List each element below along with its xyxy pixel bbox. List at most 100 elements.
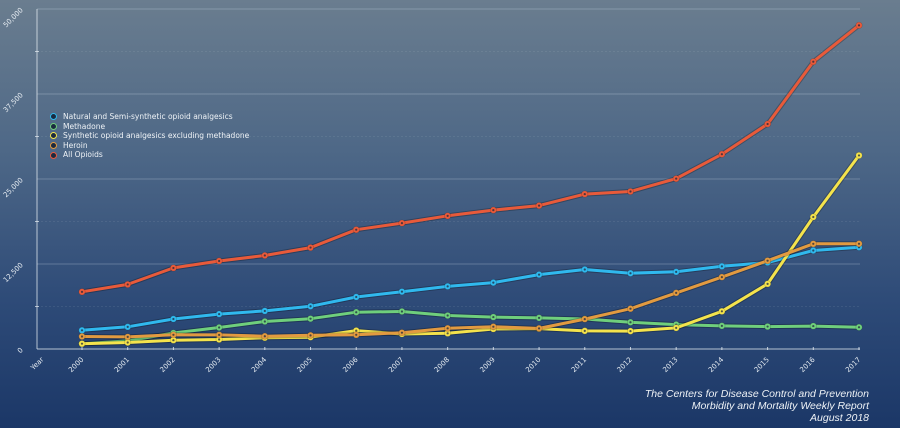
series-line: [81, 310, 860, 346]
legend-item[interactable]: All Opioids: [50, 150, 249, 160]
data-point-center: [446, 332, 449, 335]
data-point-center: [720, 324, 723, 327]
data-point-center: [537, 273, 541, 276]
data-point-center: [766, 325, 769, 328]
data-point-center: [720, 310, 723, 313]
x-tick-label: 2002: [159, 356, 177, 374]
data-point-center: [675, 177, 678, 180]
x-tick-label: 2005: [296, 356, 314, 374]
data-point-center: [355, 228, 358, 231]
x-tick-label: 2000: [67, 356, 85, 374]
data-point-center: [492, 325, 495, 328]
y-tick-label: 37,500: [2, 91, 25, 114]
data-point-center: [172, 266, 175, 270]
x-tick-label: 2015: [753, 356, 771, 374]
x-tick-labels: Year 2000 2001 2002 2003 2004 2005 2006 2007 2008…: [29, 355, 863, 374]
data-point-center: [583, 318, 586, 321]
data-point-center: [126, 325, 129, 328]
data-point-center: [812, 324, 815, 328]
data-point-center: [492, 315, 495, 319]
y-tick-label: 25,000: [2, 176, 25, 199]
legend-marker-icon: [50, 113, 57, 121]
y-tick-labels: 0 12,500 25,000 37,500 50,000: [2, 6, 25, 355]
data-point-center: [720, 265, 723, 268]
series: [78, 240, 863, 341]
series-line: [81, 242, 860, 339]
x-tick-label: 2003: [204, 356, 222, 374]
legend-item[interactable]: Methadone: [50, 122, 249, 132]
x-tick-label: 2011: [570, 356, 588, 374]
data-point-center: [629, 190, 632, 193]
series: [78, 21, 863, 296]
x-tick-label: 2009: [479, 356, 497, 374]
data-point-center: [80, 342, 84, 345]
data-point-center: [400, 331, 404, 334]
data-point-center: [537, 327, 541, 330]
data-point-center: [218, 326, 221, 329]
data-point-center: [172, 339, 175, 342]
source-caption: The Centers for Disease Control and Prev…: [645, 388, 869, 424]
legend-item[interactable]: Synthetic opioid analgesics excluding me…: [50, 131, 249, 141]
data-point-center: [309, 334, 312, 337]
data-point-center: [857, 24, 861, 27]
data-point-center: [675, 270, 678, 273]
data-point-center: [400, 221, 404, 225]
data-point-center: [263, 335, 266, 338]
x-tick-label: 2006: [341, 355, 360, 374]
data-point-center: [766, 282, 769, 285]
series-line: [81, 24, 860, 294]
data-point-center: [812, 249, 815, 252]
series-line-shadow: [81, 241, 860, 340]
data-point-center: [675, 291, 678, 294]
series-lines: [78, 21, 863, 348]
series-line: [81, 245, 860, 332]
legend-label: Natural and Semi-synthetic opioid analge…: [63, 112, 233, 121]
source-line-3: August 2018: [810, 412, 869, 424]
source-line-2: Morbidity and Mortality Weekly Report: [691, 400, 869, 412]
legend-label: Heroin: [63, 140, 88, 150]
data-point-center: [446, 285, 449, 288]
data-point-center: [720, 275, 723, 279]
data-point-center: [766, 122, 769, 126]
data-point-center: [812, 215, 815, 219]
data-point-center: [80, 290, 84, 293]
data-point-center: [218, 333, 221, 336]
legend-label: Synthetic opioid analgesics excluding me…: [63, 131, 250, 141]
data-point-center: [492, 281, 495, 284]
data-point-center: [629, 321, 632, 324]
x-tick-label: 2007: [387, 356, 405, 374]
x-tick-label: 2001: [113, 356, 131, 374]
legend-marker-icon: [50, 122, 57, 130]
data-point-center: [537, 204, 541, 207]
data-point-center: [446, 327, 449, 330]
source-line-1: The Centers for Disease Control and Prev…: [644, 388, 869, 400]
y-tick-label: 0: [16, 346, 25, 355]
data-point-center: [492, 209, 495, 212]
axes: [35, 9, 860, 350]
data-point-center: [126, 341, 129, 344]
data-point-center: [172, 333, 175, 336]
data-point-center: [355, 329, 358, 332]
legend-marker-icon: [50, 132, 57, 140]
data-point-center: [126, 335, 129, 339]
data-point-center: [720, 153, 723, 156]
data-point-center: [218, 338, 221, 341]
x-tick-label: 2013: [661, 356, 679, 374]
data-point-center: [583, 268, 586, 271]
grid: [37, 8, 860, 307]
x-tick-label: 2004: [250, 355, 269, 374]
data-point-center: [400, 310, 404, 313]
data-point-center: [263, 320, 266, 323]
data-point-center: [218, 259, 221, 263]
x-tick-label: 2016: [798, 355, 817, 374]
data-point-center: [80, 329, 84, 332]
legend-item[interactable]: Natural and Semi-synthetic opioid analge…: [50, 112, 249, 122]
x-axis-label: Year: [29, 356, 46, 373]
data-point-center: [857, 154, 861, 157]
data-point-center: [583, 192, 586, 196]
legend-item[interactable]: Heroin: [50, 141, 249, 151]
data-point-center: [629, 272, 632, 275]
x-tick-label: 2014: [707, 355, 726, 374]
x-tick-label: 2010: [524, 356, 542, 374]
data-point-center: [675, 326, 678, 329]
